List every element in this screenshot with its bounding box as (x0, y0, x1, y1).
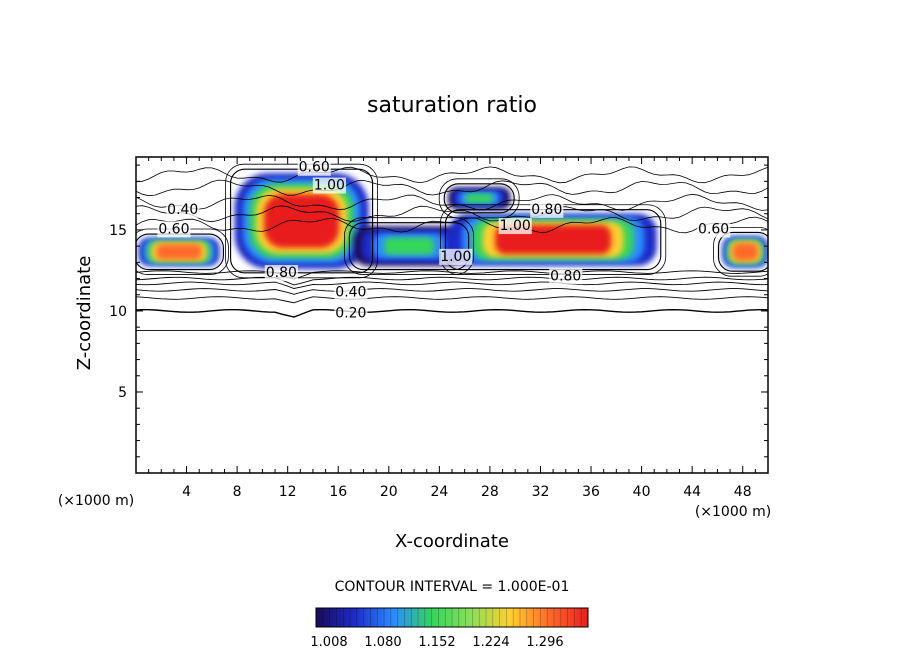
contour-line (344, 217, 475, 275)
contour-labels-layer: 0.601.000.400.600.801.00 0.601.000.800.80… (157, 159, 731, 322)
contour-line (136, 179, 768, 197)
contour-label-bg (549, 268, 583, 285)
x-tick-label: 16 (329, 484, 347, 500)
contour-line (713, 227, 768, 277)
x-axis-unit-left: (×1000 m) (58, 493, 134, 509)
colorbar-tick-label: 1.008 (310, 635, 347, 650)
contour-label: 1.00 (314, 178, 345, 194)
contour-label: 0.80 (266, 265, 297, 281)
contour-line (438, 178, 520, 219)
contour-label-bg (334, 305, 368, 322)
x-tick-label: 8 (233, 484, 242, 500)
contour-line (136, 281, 768, 289)
contour-line (443, 183, 515, 214)
x-tick-label: 40 (633, 484, 651, 500)
y-tick-label: 10 (109, 304, 127, 320)
contour-line (717, 231, 768, 272)
contour-label-bg (297, 159, 331, 176)
x-tick-label: 20 (380, 484, 398, 500)
saturation-region (722, 236, 768, 268)
colorbar-labels: 1.008 1.080 1.152 1.224 1.296 (310, 635, 563, 650)
saturation-region (448, 187, 511, 209)
contour-label-bg (264, 265, 298, 282)
contour-label-bg (498, 218, 532, 235)
x-tick-label: 44 (683, 484, 701, 500)
contour-label: 0.60 (299, 160, 330, 176)
x-axis-label: X-coordinate (395, 531, 509, 552)
x-tick-label: 48 (734, 484, 752, 500)
saturation-band (156, 244, 202, 260)
contour-label-bg (157, 221, 191, 238)
contour-line (136, 205, 768, 223)
colorbar (315, 607, 589, 628)
saturation-band (732, 243, 758, 261)
contour-interval-label: CONTOUR INTERVAL = 1.000E-01 (335, 579, 570, 595)
colorbar-tick-label: 1.152 (418, 635, 455, 650)
x-tick-label: 36 (582, 484, 600, 500)
contour-label: 0.40 (335, 285, 366, 301)
contour-line (136, 296, 768, 304)
contour-label: 1.00 (500, 218, 531, 234)
saturation-band (383, 237, 435, 255)
contour-label: 0.60 (698, 221, 729, 237)
chart-title: saturation ratio (367, 93, 537, 118)
x-tick-label: 28 (481, 484, 499, 500)
contour-label: 0.80 (550, 268, 581, 284)
colorbar-tick-label: 1.080 (364, 635, 401, 650)
contour-label-bg (530, 201, 564, 218)
colorbar-tick-label: 1.296 (526, 635, 563, 650)
contour-line (136, 216, 768, 234)
contour-label-bg (166, 201, 200, 218)
contour-line (136, 270, 768, 280)
contour-label-bg (439, 248, 473, 265)
saturation-band (465, 193, 494, 204)
contour-label: 0.40 (167, 202, 198, 218)
y-tick-label: 15 (109, 223, 127, 239)
colorbar-stripes (315, 608, 589, 627)
contour-line (136, 166, 768, 184)
y-tick-label: 5 (118, 385, 127, 401)
colorbar-tick-label: 1.224 (472, 635, 509, 650)
contour-line (348, 222, 470, 271)
x-axis-unit-right: (×1000 m) (695, 504, 771, 520)
x-tick-label: 4 (182, 484, 191, 500)
contour-label: 0.60 (158, 221, 189, 237)
x-tick-label: 12 (279, 484, 297, 500)
contour-line (136, 276, 768, 286)
x-tick-label: 24 (430, 484, 448, 500)
contour-label-bg (334, 284, 368, 301)
saturation-region (353, 226, 465, 266)
contour-label-bg (697, 221, 731, 238)
contour-label: 0.20 (335, 306, 366, 322)
x-tick-label: 32 (532, 484, 550, 500)
contour-line (136, 193, 768, 211)
y-axis-label: Z-coordinate (74, 256, 95, 371)
contour-label: 1.00 (440, 249, 471, 265)
saturation-region (138, 238, 220, 266)
contour-line (136, 288, 768, 295)
contour-label: 0.80 (531, 202, 562, 218)
contour-label-bg (312, 177, 346, 194)
contour-line (136, 308, 768, 318)
contour-lines-layer (136, 163, 768, 331)
